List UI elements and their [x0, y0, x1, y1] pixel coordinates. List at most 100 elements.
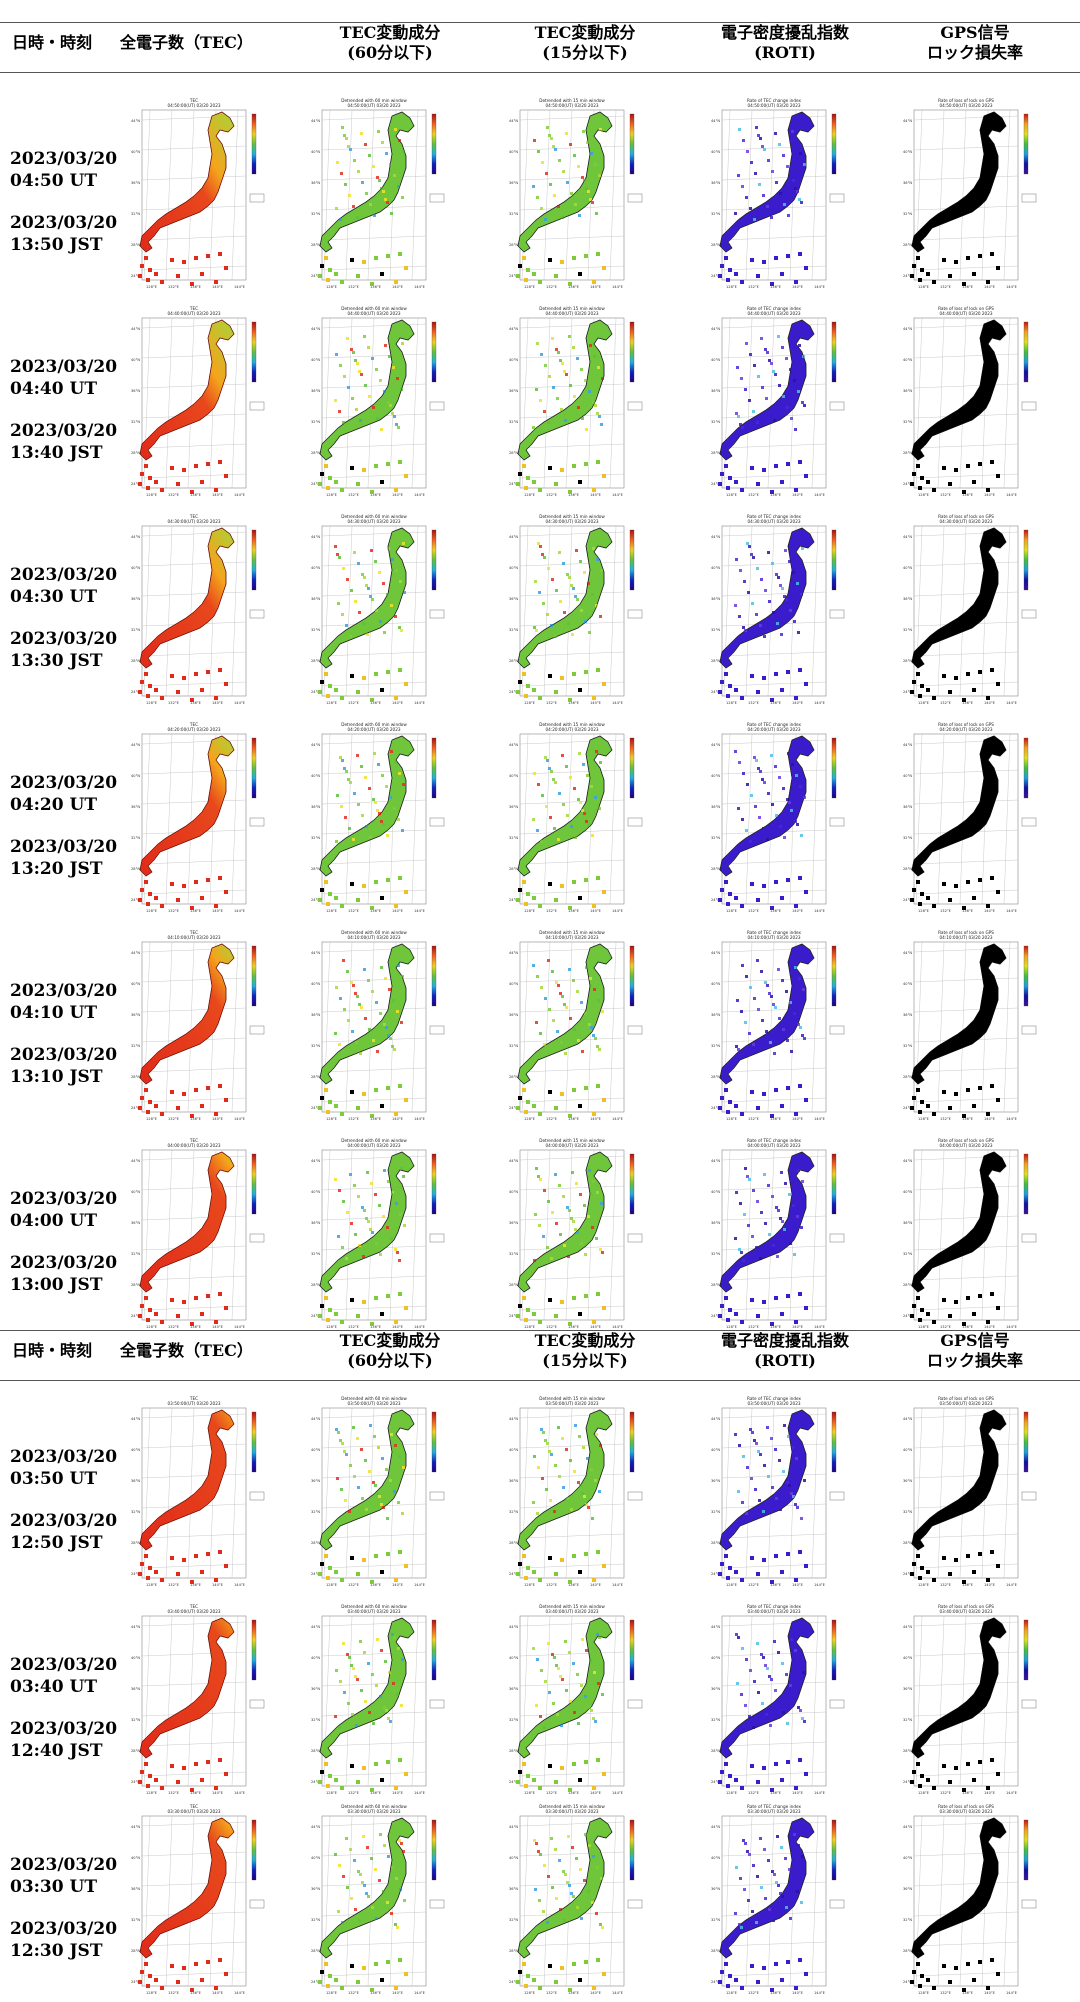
svg-text:132°E: 132°E	[348, 1117, 360, 1121]
svg-text:44°N: 44°N	[509, 1825, 518, 1829]
svg-text:24°N: 24°N	[509, 482, 518, 486]
svg-text:132°E: 132°E	[940, 1117, 952, 1121]
map-image-1: TEC 03:50:00(UT) 03/20 2023 44°N 40°N 36°N 32…	[130, 1394, 272, 1590]
svg-text:36°N: 36°N	[509, 1013, 518, 1017]
svg-text:24°N: 24°N	[711, 482, 720, 486]
svg-text:136°E: 136°E	[770, 1583, 782, 1587]
svg-text:28°N: 28°N	[711, 451, 720, 455]
svg-text:136°E: 136°E	[962, 1791, 974, 1795]
svg-text:24°N: 24°N	[509, 898, 518, 902]
table-row: 2023/03/20 04:30 UT 2023/03/20 13:30 JST TEC…	[0, 506, 1080, 712]
svg-text:36°N: 36°N	[509, 1687, 518, 1691]
svg-text:24°N: 24°N	[311, 1314, 320, 1318]
svg-text:Detrended with 60 min window: Detrended with 60 min window	[341, 306, 407, 311]
svg-text:144°E: 144°E	[1006, 701, 1018, 705]
svg-text:140°E: 140°E	[590, 909, 602, 913]
map-image-1: TEC 04:30:00(UT) 03/20 2023 44°N 40°N 36°N 32…	[130, 512, 272, 708]
svg-text:04:50:00(UT) 03/20 2023: 04:50:00(UT) 03/20 2023	[545, 103, 598, 108]
map-image-1: TEC 03:30:00(UT) 03/20 2023 44°N 40°N 36°N 32…	[130, 1802, 272, 1998]
map-image-1: TEC 04:10:00(UT) 03/20 2023 44°N 40°N 36°N 32…	[130, 928, 272, 1124]
header-lol: GPS信号 ロック損失率	[926, 23, 1023, 62]
svg-text:132°E: 132°E	[348, 1991, 360, 1995]
header-bottom-rule	[0, 72, 1080, 73]
svg-text:144°E: 144°E	[414, 1583, 426, 1587]
svg-text:44°N: 44°N	[903, 1625, 912, 1629]
svg-text:36°N: 36°N	[711, 1221, 720, 1225]
svg-text:136°E: 136°E	[770, 701, 782, 705]
svg-text:132°E: 132°E	[348, 1583, 360, 1587]
svg-text:140°E: 140°E	[590, 1583, 602, 1587]
svg-text:28°N: 28°N	[509, 1949, 518, 1953]
svg-text:40°N: 40°N	[903, 566, 912, 570]
row-ut-time: 2023/03/20 04:30 UT	[10, 565, 118, 607]
svg-text:140°E: 140°E	[984, 701, 996, 705]
svg-text:Rate of TEC change index: Rate of TEC change index	[747, 1138, 801, 1143]
svg-text:Rate of TEC change index: Rate of TEC change index	[747, 306, 801, 311]
svg-text:140°E: 140°E	[984, 909, 996, 913]
svg-text:Detrended with 15 min window: Detrended with 15 min window	[539, 514, 605, 519]
svg-text:40°N: 40°N	[311, 982, 320, 986]
svg-text:128°E: 128°E	[726, 1991, 738, 1995]
svg-text:132°E: 132°E	[168, 1325, 180, 1329]
svg-text:36°N: 36°N	[311, 597, 320, 601]
svg-text:128°E: 128°E	[524, 1117, 536, 1121]
svg-text:140°E: 140°E	[984, 1117, 996, 1121]
svg-text:128°E: 128°E	[524, 1325, 536, 1329]
table-row: 2023/03/20 04:50 UT 2023/03/20 13:50 JST TEC…	[0, 90, 1080, 296]
header-top-rule	[0, 22, 1080, 23]
svg-text:144°E: 144°E	[234, 1583, 246, 1587]
svg-text:40°N: 40°N	[903, 1448, 912, 1452]
svg-text:44°N: 44°N	[311, 1417, 320, 1421]
svg-text:24°N: 24°N	[903, 274, 912, 278]
svg-text:128°E: 128°E	[146, 701, 158, 705]
svg-text:40°N: 40°N	[311, 358, 320, 362]
svg-text:140°E: 140°E	[392, 493, 404, 497]
svg-text:144°E: 144°E	[612, 1583, 624, 1587]
map-image-3: Detrended with 15 min window 03:50:00(UT)…	[508, 1394, 650, 1590]
svg-text:136°E: 136°E	[770, 1791, 782, 1795]
svg-text:44°N: 44°N	[711, 327, 720, 331]
svg-text:44°N: 44°N	[711, 1825, 720, 1829]
svg-text:140°E: 140°E	[392, 1117, 404, 1121]
svg-text:04:40:00(UT) 03/20 2023: 04:40:00(UT) 03/20 2023	[939, 311, 992, 316]
svg-text:24°N: 24°N	[711, 274, 720, 278]
svg-text:36°N: 36°N	[711, 389, 720, 393]
svg-text:132°E: 132°E	[748, 1325, 760, 1329]
svg-text:144°E: 144°E	[814, 493, 826, 497]
svg-text:144°E: 144°E	[414, 1117, 426, 1121]
svg-text:144°E: 144°E	[612, 1117, 624, 1121]
svg-text:44°N: 44°N	[131, 327, 140, 331]
svg-text:144°E: 144°E	[414, 1991, 426, 1995]
svg-text:24°N: 24°N	[711, 1106, 720, 1110]
svg-text:132°E: 132°E	[348, 285, 360, 289]
svg-text:03:30:00(UT) 03/20 2023: 03:30:00(UT) 03/20 2023	[347, 1809, 400, 1814]
svg-text:132°E: 132°E	[940, 701, 952, 705]
svg-text:140°E: 140°E	[212, 1791, 224, 1795]
map-image-2: Detrended with 60 min window 03:50:00(UT)…	[310, 1394, 452, 1590]
map-image-5: Rate of loss of lock on GPS 04:50:00(UT) …	[902, 96, 1044, 292]
svg-text:144°E: 144°E	[814, 1117, 826, 1121]
svg-text:04:00:00(UT) 03/20 2023: 04:00:00(UT) 03/20 2023	[939, 1143, 992, 1148]
svg-text:136°E: 136°E	[568, 285, 580, 289]
map-image-1: TEC 04:00:00(UT) 03/20 2023 44°N 40°N 36°N 32…	[130, 1136, 272, 1332]
svg-text:36°N: 36°N	[903, 1479, 912, 1483]
svg-text:44°N: 44°N	[131, 119, 140, 123]
map-image-1: TEC 04:50:00(UT) 03/20 2023 44°N 40°N 36°N 32…	[130, 96, 272, 292]
svg-text:24°N: 24°N	[131, 898, 140, 902]
svg-text:128°E: 128°E	[146, 285, 158, 289]
svg-text:44°N: 44°N	[131, 1825, 140, 1829]
table-row: 2023/03/20 04:20 UT 2023/03/20 13:20 JST TEC…	[0, 714, 1080, 920]
svg-text:04:40:00(UT) 03/20 2023: 04:40:00(UT) 03/20 2023	[347, 311, 400, 316]
svg-text:24°N: 24°N	[131, 1572, 140, 1576]
svg-text:136°E: 136°E	[770, 909, 782, 913]
svg-text:132°E: 132°E	[940, 493, 952, 497]
svg-text:28°N: 28°N	[509, 1749, 518, 1753]
svg-text:128°E: 128°E	[524, 493, 536, 497]
svg-text:132°E: 132°E	[748, 1583, 760, 1587]
header-roti: 電子密度擾乱指数 (ROTI)	[720, 23, 849, 62]
map-image-3: Detrended with 15 min window 04:10:00(UT)…	[508, 928, 650, 1124]
svg-text:128°E: 128°E	[726, 701, 738, 705]
svg-text:144°E: 144°E	[612, 1325, 624, 1329]
svg-text:132°E: 132°E	[748, 493, 760, 497]
row-jst-time: 2023/03/20 13:20 JST	[10, 837, 118, 879]
